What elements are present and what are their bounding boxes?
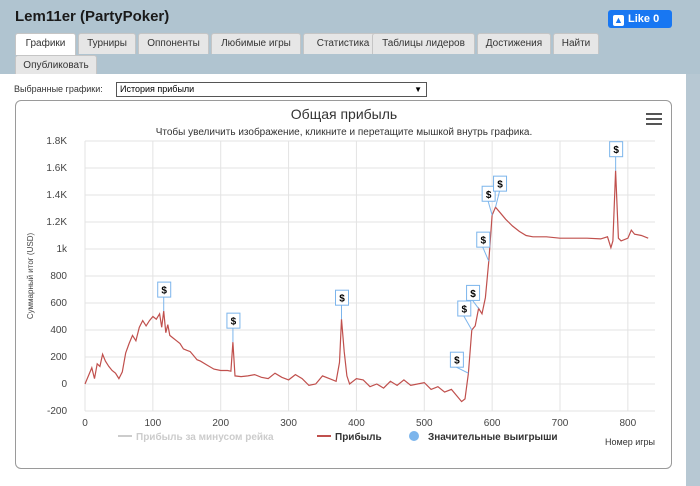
dropdown-arrow-icon: ▼ <box>414 83 422 96</box>
chart-selector-value: История прибыли <box>120 84 194 94</box>
tab-graphs[interactable]: Графики <box>15 33 76 55</box>
tab-opponents[interactable]: Оппоненты <box>138 33 209 54</box>
tab-search[interactable]: Найти <box>553 33 599 54</box>
chart-selector-label: Выбранные графики: <box>14 84 103 94</box>
tab-leaderboards[interactable]: Таблицы лидеров <box>372 33 475 54</box>
window-title: Lem11er (PartyPoker) <box>15 8 169 25</box>
bottom-strip <box>0 474 700 486</box>
chart-menu-icon[interactable] <box>646 113 662 125</box>
chart-selector-dropdown[interactable]: История прибыли ▼ <box>116 82 427 97</box>
facebook-like-button[interactable]: ▲ Like 0 <box>608 10 672 28</box>
tab-achievements[interactable]: Достижения <box>477 33 551 54</box>
facebook-like-label: Like 0 <box>628 13 659 25</box>
tab-publish[interactable]: Опубликовать <box>15 55 97 76</box>
thumbs-up-icon: ▲ <box>613 15 624 26</box>
chart-container[interactable] <box>15 100 672 469</box>
tab-tournaments[interactable]: Турниры <box>78 33 136 54</box>
main-content: Выбранные графики: История прибыли ▼ <box>0 74 686 486</box>
tab-statistics[interactable]: Статистика <box>303 33 383 54</box>
tab-favorite-games[interactable]: Любимые игры <box>211 33 301 54</box>
